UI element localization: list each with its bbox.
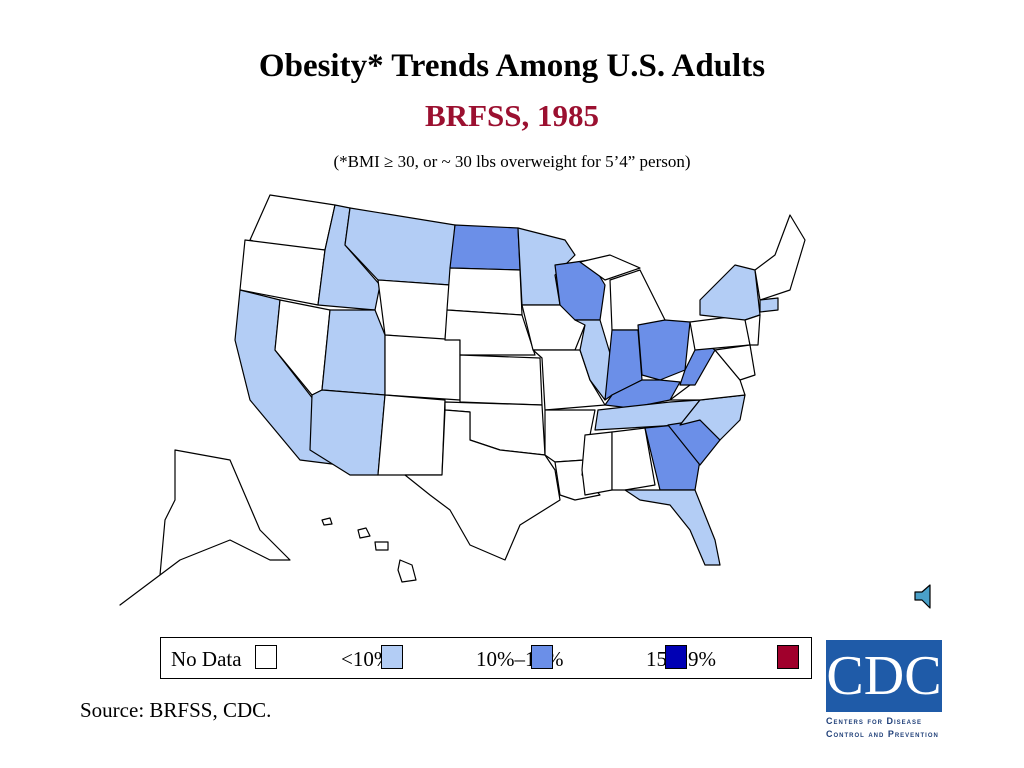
title: Obesity* Trends Among U.S. Adults (258, 48, 766, 84)
legend: No Data<10%10%–14%15–19%>20% (160, 637, 812, 679)
legend-swatch (381, 645, 403, 669)
legend-swatch (665, 645, 687, 669)
logo-line-1: Centers for Disease (826, 716, 923, 726)
note: (*BMI ≥ 30, or ~ 30 lbs overweight for 5… (333, 152, 691, 171)
logo-line-2: Control and Prevention (826, 729, 939, 739)
legend-swatch (777, 645, 799, 669)
legend-swatch (531, 645, 553, 669)
subtitle: BRFSS, 1985 (425, 98, 599, 133)
legend-label: No Data (171, 647, 242, 671)
cdc-logo: CDC (826, 640, 942, 712)
source: Source: BRFSS, CDC. (80, 698, 272, 722)
logo-text: CDC (826, 645, 942, 707)
legend-swatch (255, 645, 277, 669)
